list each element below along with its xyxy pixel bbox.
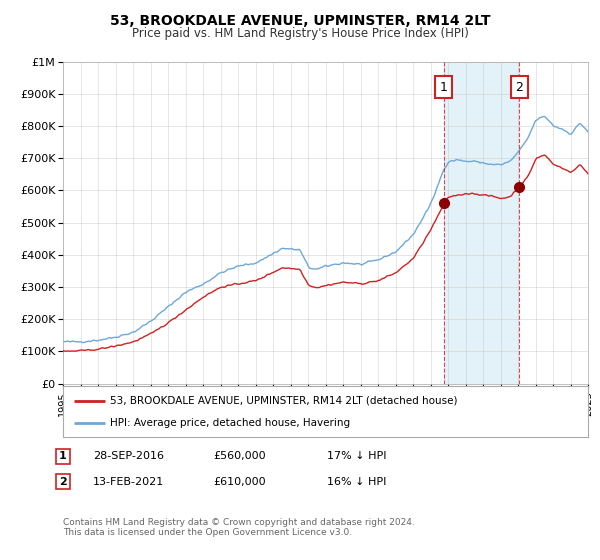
Text: £610,000: £610,000 [213,477,266,487]
Text: 28-SEP-2016: 28-SEP-2016 [93,451,164,461]
Text: 1: 1 [59,451,67,461]
Text: 2: 2 [59,477,67,487]
Text: £560,000: £560,000 [213,451,266,461]
Text: 1: 1 [440,81,448,94]
Text: 13-FEB-2021: 13-FEB-2021 [93,477,164,487]
Text: Contains HM Land Registry data © Crown copyright and database right 2024.
This d: Contains HM Land Registry data © Crown c… [63,518,415,538]
Text: Price paid vs. HM Land Registry's House Price Index (HPI): Price paid vs. HM Land Registry's House … [131,27,469,40]
Text: 16% ↓ HPI: 16% ↓ HPI [327,477,386,487]
Text: 2: 2 [515,81,523,94]
Text: 53, BROOKDALE AVENUE, UPMINSTER, RM14 2LT (detached house): 53, BROOKDALE AVENUE, UPMINSTER, RM14 2L… [110,395,458,405]
Text: HPI: Average price, detached house, Havering: HPI: Average price, detached house, Have… [110,418,350,428]
Text: 53, BROOKDALE AVENUE, UPMINSTER, RM14 2LT: 53, BROOKDALE AVENUE, UPMINSTER, RM14 2L… [110,14,490,28]
Text: 17% ↓ HPI: 17% ↓ HPI [327,451,386,461]
